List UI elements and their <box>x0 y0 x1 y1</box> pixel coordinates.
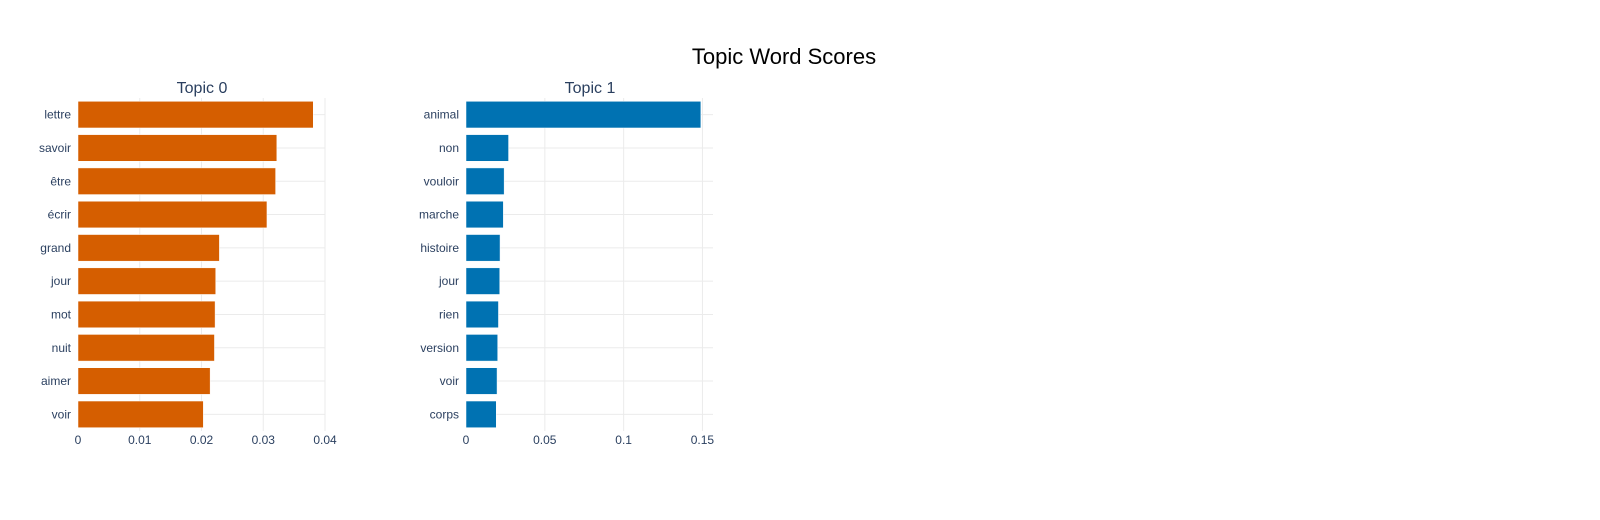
topic-0-category-label: grand <box>40 241 71 255</box>
topic-0-bar-grand[interactable] <box>77 234 220 262</box>
figure-title: Topic Word Scores <box>692 44 876 69</box>
topic-0-category-label: être <box>50 174 71 188</box>
topic-1-bar-histoire[interactable] <box>465 234 501 262</box>
topic-1-panel: Topic 1 0 0.05 0.1 0.15 animal non vouloir marc… <box>419 80 714 447</box>
topic-1-category-label: corps <box>430 407 459 421</box>
topic-1-title: Topic 1 <box>565 80 616 97</box>
topic-0-category-label: lettre <box>44 108 71 122</box>
topic-0-bar-voir[interactable] <box>77 400 204 428</box>
topic-1-category-label: vouloir <box>424 174 459 188</box>
topic-0-category-label: aimer <box>41 374 71 388</box>
topic-1-x-tick-label: 0.15 <box>691 433 715 447</box>
topic-1-x-tick-label: 0.05 <box>533 433 557 447</box>
topic-0-bar-jour[interactable] <box>77 267 216 295</box>
topic-0-title: Topic 0 <box>177 80 228 97</box>
topic-1-bar-non[interactable] <box>465 134 509 162</box>
topic-1-category-label: rien <box>439 307 459 321</box>
topic-1-bar-voir[interactable] <box>465 367 498 395</box>
topic-1-category-label: voir <box>440 374 459 388</box>
topic-0-x-tick-label: 0 <box>75 433 82 447</box>
topic-1-category-label: non <box>439 141 459 155</box>
topic-0-x-tick-label: 0.01 <box>128 433 152 447</box>
topic-1-bar-rien[interactable] <box>465 300 499 329</box>
topic-0-x-tick-label: 0.04 <box>313 433 337 447</box>
topic-1-category-label: histoire <box>420 241 459 255</box>
topic-0-panel: Topic 0 0 0.01 0.02 0.03 0.04 lettre savoir êtr… <box>39 80 337 447</box>
topic-1-category-label: jour <box>438 274 459 288</box>
topic-0-bar-mot[interactable] <box>77 300 216 329</box>
topic-0-category-label: jour <box>50 274 71 288</box>
topic-0-category-label: mot <box>51 307 72 321</box>
topic-1-bar-jour[interactable] <box>465 267 500 295</box>
topic-1-x-tick-label: 0.1 <box>615 433 632 447</box>
topic-1-bar-corps[interactable] <box>465 400 497 428</box>
topic-1-x-tick-label: 0 <box>463 433 470 447</box>
topic-1-category-label: animal <box>424 108 459 122</box>
topic-0-bar-être[interactable] <box>77 167 276 195</box>
topic-0-bar-écrir[interactable] <box>77 200 268 229</box>
topic-0-bar-lettre[interactable] <box>77 101 314 129</box>
topic-0-bar-aimer[interactable] <box>77 367 211 395</box>
topic-1-bar-marche[interactable] <box>465 200 504 229</box>
topic-0-category-label: voir <box>52 407 71 421</box>
topic-0-category-label: écrir <box>48 208 71 222</box>
topic-0-x-tick-label: 0.02 <box>190 433 214 447</box>
topic-1-bar-animal[interactable] <box>465 101 702 129</box>
topic-0-bar-savoir[interactable] <box>77 134 278 162</box>
topic-0-category-label: nuit <box>52 341 72 355</box>
topic-1-bar-version[interactable] <box>465 334 498 362</box>
topic-1-category-label: marche <box>419 208 459 222</box>
topic-0-bar-nuit[interactable] <box>77 334 215 362</box>
topic-1-bar-vouloir[interactable] <box>465 167 505 195</box>
topic-0-category-label: savoir <box>39 141 71 155</box>
topic-1-category-label: version <box>420 341 459 355</box>
topic-0-x-tick-label: 0.03 <box>252 433 276 447</box>
